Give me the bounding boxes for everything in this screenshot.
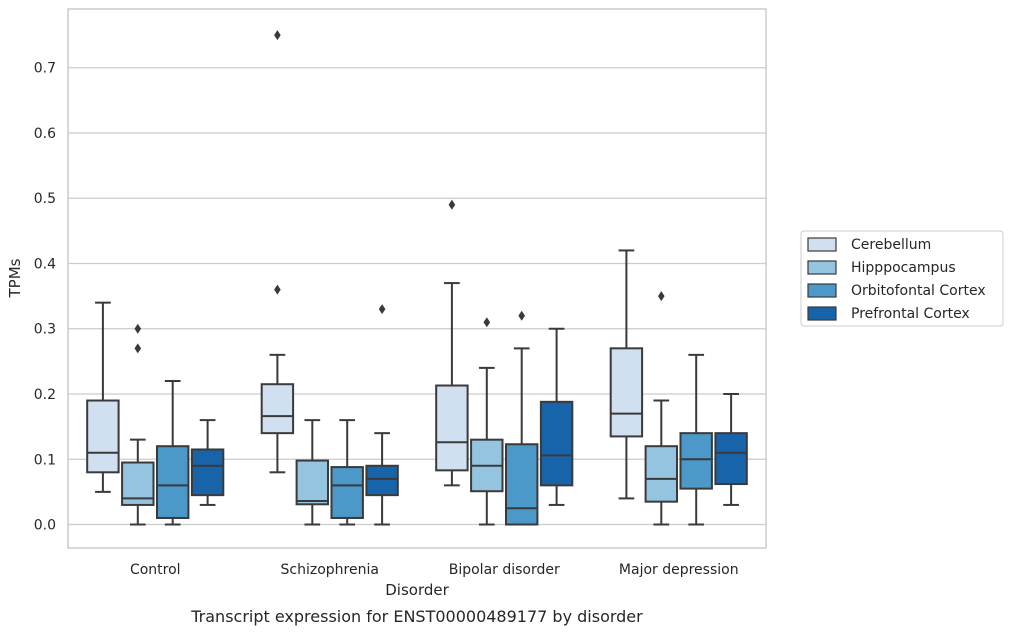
legend-label: Prefrontal Cortex — [851, 306, 970, 322]
y-tick-label: 0.3 — [34, 322, 56, 338]
box-iqr — [504, 443, 539, 526]
box-iqr — [435, 384, 469, 472]
x-tick-label: Major depression — [619, 562, 739, 578]
x-tick-labels: Control Schizophrenia Bipolar disorder Majo… — [130, 562, 739, 578]
box-iqr — [679, 432, 713, 490]
box-0-1 — [121, 323, 155, 526]
outlier-point — [274, 30, 281, 41]
outlier-point — [518, 310, 525, 321]
box-0-0 — [86, 301, 120, 493]
box-iqr — [365, 464, 399, 497]
box-1-0 — [260, 30, 295, 474]
outlier-point — [483, 317, 491, 328]
box-iqr — [190, 448, 225, 497]
box-3-2 — [679, 353, 713, 526]
box-3-1 — [644, 291, 679, 526]
box-2-0 — [435, 199, 469, 487]
box-1-1 — [295, 419, 330, 526]
box-1-3 — [365, 304, 399, 526]
legend-swatch — [807, 260, 837, 275]
box-iqr — [539, 400, 574, 487]
box-3-3 — [714, 393, 748, 506]
legend-label: Cerebellum — [851, 237, 931, 253]
legend-swatch — [807, 237, 837, 252]
box-iqr — [295, 459, 330, 506]
plot-area — [67, 8, 767, 549]
outlier-point — [134, 343, 142, 354]
x-tick-label: Control — [130, 562, 181, 578]
y-axis-label: TPMs — [6, 258, 24, 298]
y-tick-label: 0.7 — [34, 61, 56, 77]
legend-label: Hipppocampus — [851, 260, 956, 276]
box-2-3 — [539, 327, 574, 506]
y-tick-label: 0.2 — [34, 387, 56, 403]
box-iqr — [330, 466, 364, 519]
box-0-3 — [190, 419, 225, 506]
y-tick-labels: 0.0 0.1 0.2 0.3 0.4 0.5 0.6 0.7 — [34, 61, 56, 534]
y-tick-label: 0.5 — [34, 191, 56, 207]
y-tick-label: 0.4 — [34, 256, 56, 272]
legend-swatch — [807, 283, 837, 298]
box-1-2 — [330, 419, 364, 526]
box-iqr — [714, 432, 748, 486]
outlier-point — [274, 284, 281, 295]
box-iqr — [260, 383, 295, 435]
outlier-point — [134, 323, 142, 334]
box-2-2 — [504, 310, 539, 526]
y-tick-label: 0.6 — [34, 126, 56, 142]
legend: Cerebellum Hipppocampus Orbitofontal Corte… — [800, 230, 1004, 327]
x-tick-label: Schizophrenia — [281, 562, 379, 578]
outlier-point — [658, 291, 665, 302]
x-tick-label: Bipolar disorder — [449, 562, 560, 578]
y-tick-label: 0.1 — [34, 452, 56, 468]
outlier-point — [448, 199, 456, 210]
boxes — [86, 30, 748, 526]
box-3-0 — [609, 249, 644, 500]
x-axis-label: Disorder — [385, 581, 449, 599]
box-iqr — [155, 445, 190, 519]
box-2-1 — [470, 317, 504, 526]
outlier-point — [378, 304, 386, 315]
chart-caption: Transcript expression for ENST0000048917… — [190, 607, 643, 626]
box-iqr — [644, 445, 679, 503]
box-iqr — [609, 347, 644, 438]
y-tick-label: 0.0 — [34, 518, 56, 534]
legend-frame — [800, 230, 1004, 327]
box-0-2 — [155, 379, 190, 526]
box-iqr — [86, 399, 120, 474]
legend-label: Orbitofontal Cortex — [851, 283, 986, 299]
legend-swatch — [807, 306, 837, 321]
